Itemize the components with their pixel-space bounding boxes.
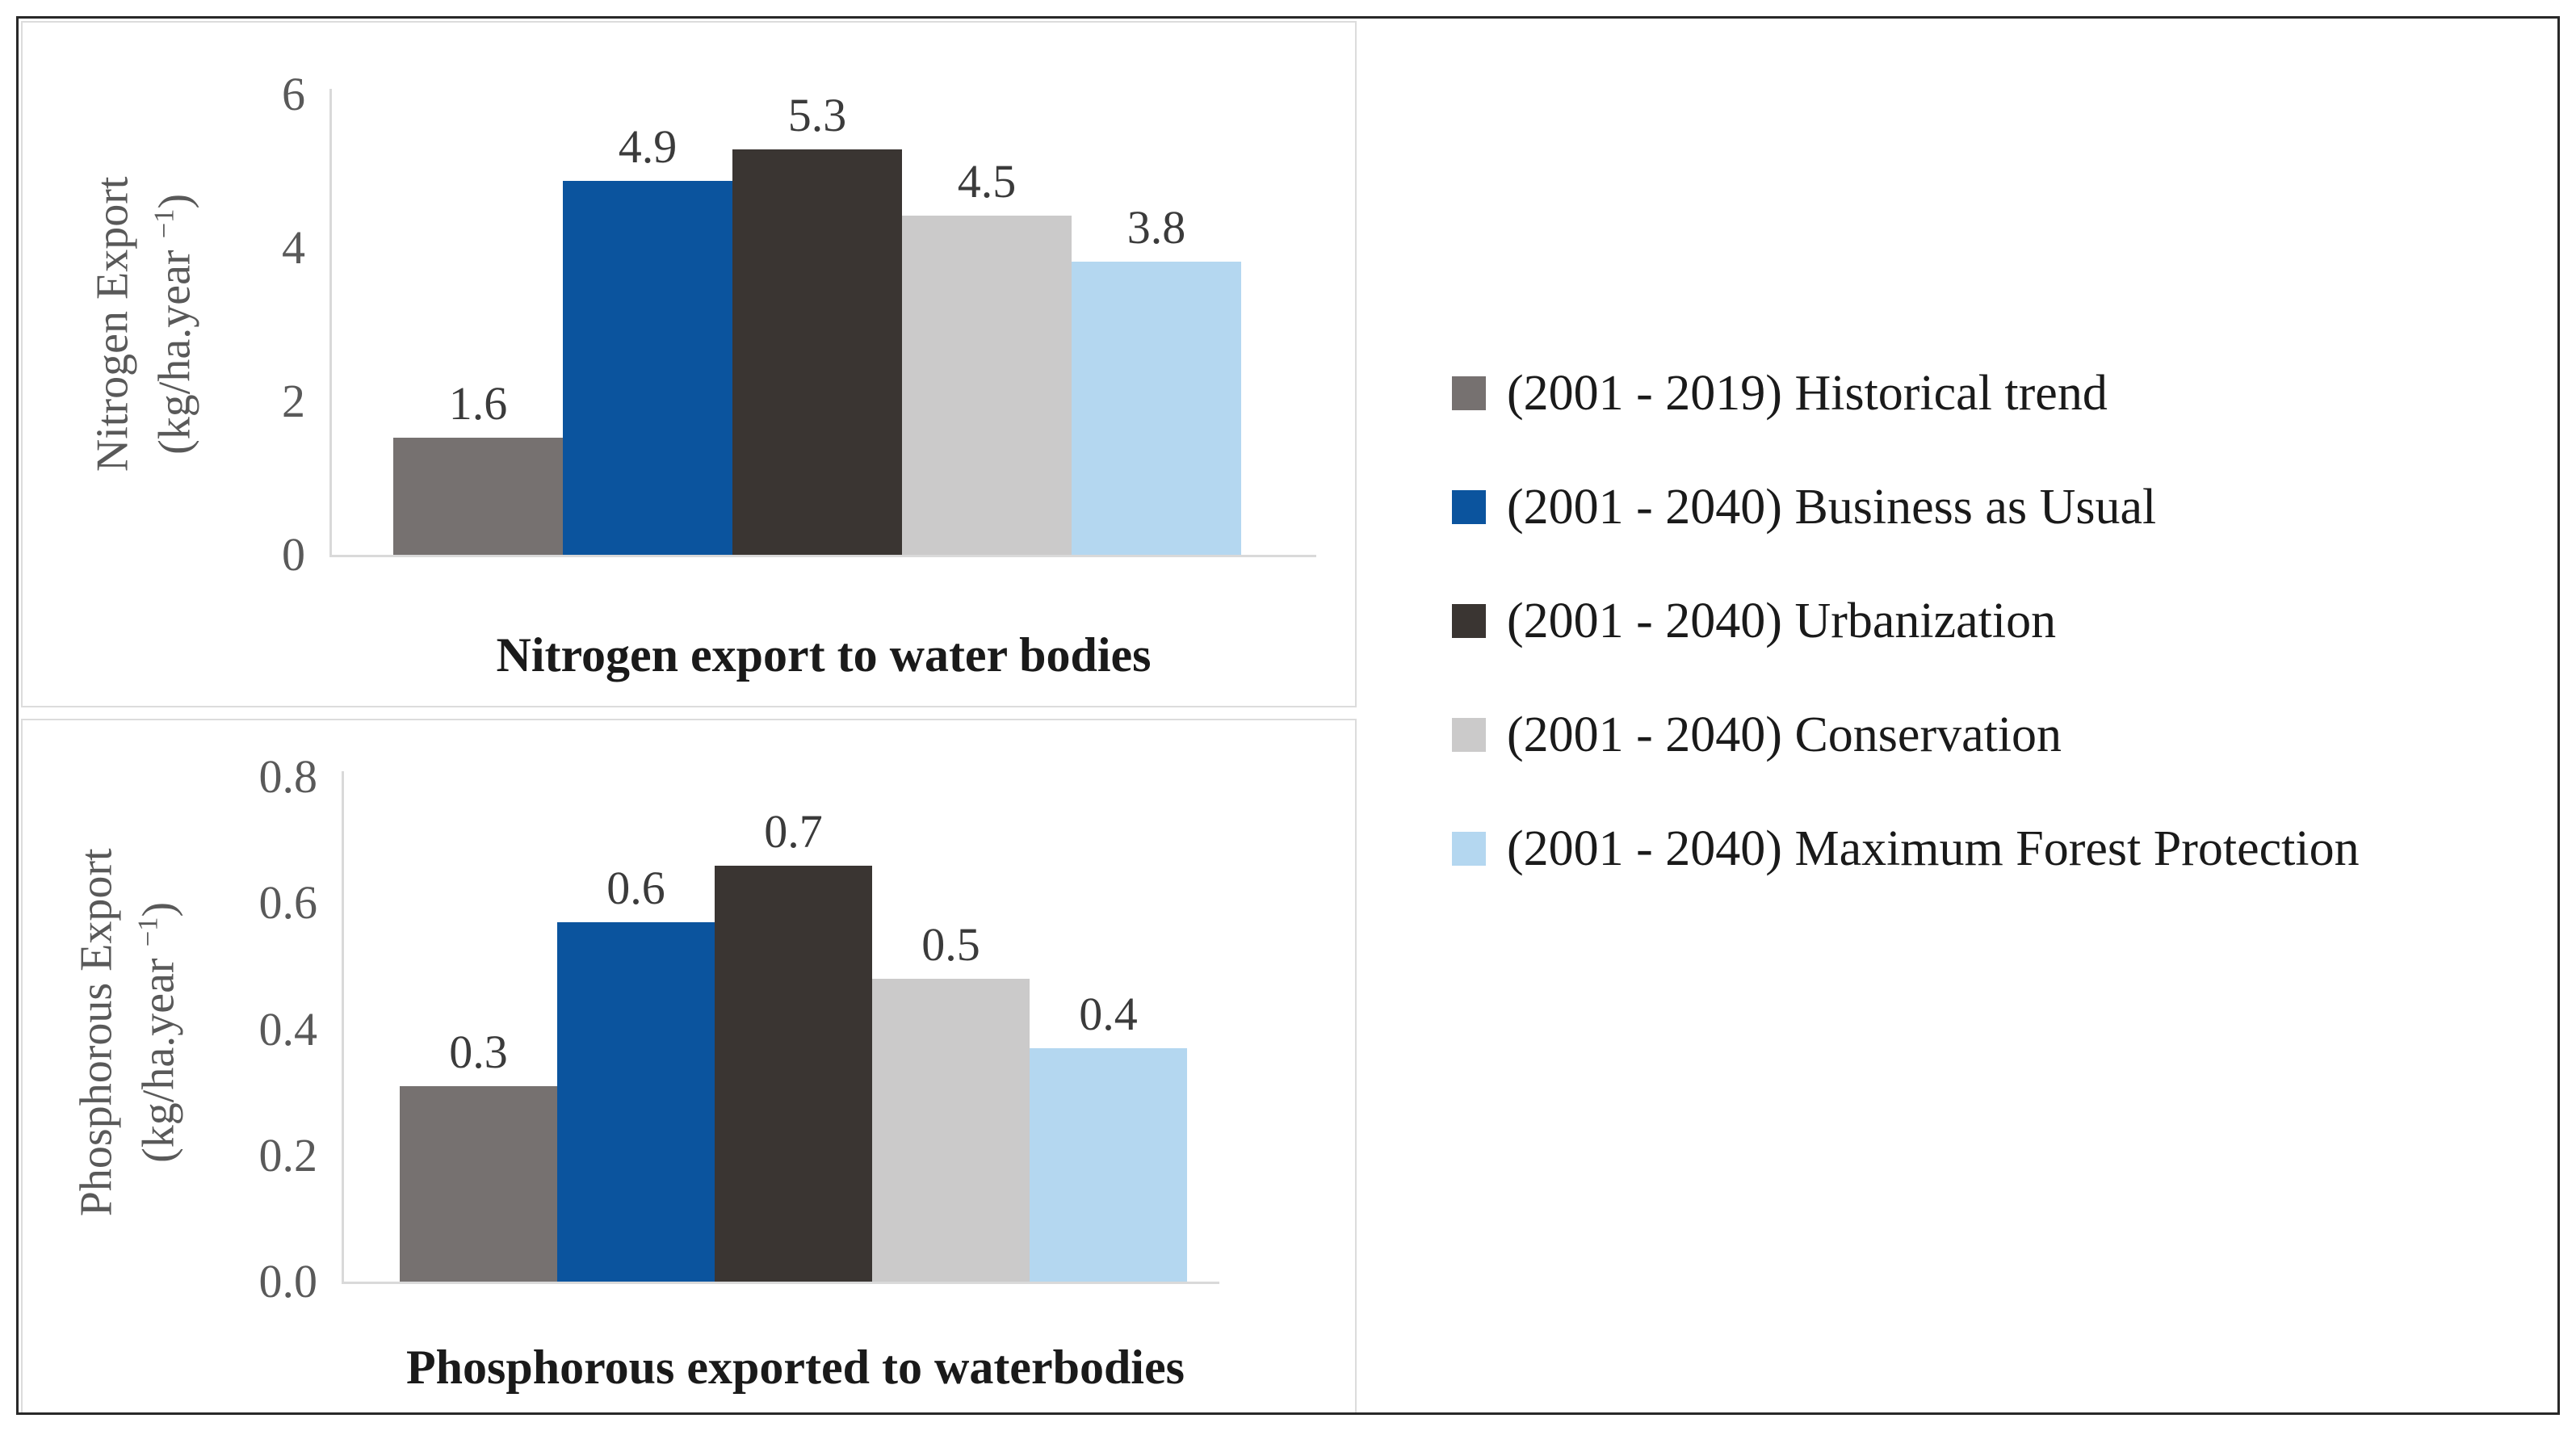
y-axis-title-line2: (kg/ha.year −1) [148, 193, 200, 455]
bar-3 [715, 866, 872, 1282]
bar-2 [557, 922, 715, 1282]
y-tick-label: 0.2 [258, 1128, 318, 1181]
bar-value-label: 0.5 [921, 918, 980, 971]
legend-label: (2001 - 2040) Business as Usual [1507, 480, 2157, 535]
y-tick-label: 0.6 [258, 876, 318, 930]
square-swatch-icon [1452, 718, 1486, 752]
bar-value-label: 0.7 [764, 805, 823, 858]
nitrogen-y-axis-title: Nitrogen Export (kg/ha.year −1) [87, 73, 201, 574]
bar-4 [872, 979, 1030, 1282]
legend-label: (2001 - 2019) Historical trend [1507, 366, 2108, 421]
bar-1 [393, 438, 563, 555]
bar-value-label: 4.9 [618, 120, 678, 173]
bar-value-label: 1.6 [448, 377, 508, 430]
bar-value-label: 5.3 [787, 89, 847, 141]
y-tick-label: 0 [282, 528, 305, 581]
bar-2 [563, 181, 732, 555]
y-tick-label: 0.0 [258, 1255, 318, 1307]
y-axis-title-line1: Phosphorous Export [71, 848, 122, 1217]
legend-label: (2001 - 2040) Conservation [1507, 707, 2062, 762]
phosphorous-y-axis-title: Phosphorous Export (kg/ha.year −1) [71, 782, 185, 1282]
y-tick-label: 4 [282, 221, 305, 274]
legend-item: (2001 - 2040) Business as Usual [1452, 482, 2360, 532]
x-axis-line [342, 1282, 1219, 1284]
nitrogen-chart-title: Nitrogen export to water bodies [496, 628, 1152, 682]
y-tick-label: 2 [282, 375, 305, 427]
bar-5 [1030, 1048, 1187, 1282]
y-tick-label: 6 [282, 68, 305, 120]
x-axis-line [329, 555, 1316, 557]
square-swatch-icon [1452, 604, 1486, 638]
y-tick-label: 0.8 [258, 750, 318, 804]
bar-3 [732, 149, 902, 555]
y-axis-title-line2: (kg/ha.year −1) [132, 901, 184, 1163]
y-axis-line [342, 771, 344, 1284]
legend-item: (2001 - 2019) Historical trend [1452, 368, 2360, 418]
superscript-exponent: −1 [148, 208, 180, 239]
superscript-exponent: −1 [132, 917, 164, 947]
square-swatch-icon [1452, 832, 1486, 866]
legend-label: (2001 - 2040) Maximum Forest Protection [1507, 821, 2360, 876]
bar-value-label: 3.8 [1126, 201, 1186, 254]
bar-value-label: 4.5 [957, 155, 1017, 208]
bar-value-label: 0.4 [1079, 988, 1138, 1040]
y-axis-title-line1: Nitrogen Export [87, 176, 138, 472]
bar-4 [902, 216, 1072, 555]
legend-item: (2001 - 2040) Conservation [1452, 710, 2360, 760]
bar-value-label: 0.3 [449, 1026, 508, 1078]
bar-1 [400, 1086, 557, 1282]
legend-item: (2001 - 2040) Urbanization [1452, 596, 2360, 646]
phosphorous-chart-title: Phosphorous exported to waterbodies [406, 1341, 1185, 1394]
y-tick-label: 0.4 [258, 1002, 318, 1055]
legend: (2001 - 2019) Historical trend (2001 - 20… [1452, 368, 2360, 938]
bar-value-label: 0.6 [606, 862, 665, 914]
y-axis-line [329, 89, 332, 557]
bar-5 [1072, 262, 1241, 555]
legend-item: (2001 - 2040) Maximum Forest Protection [1452, 824, 2360, 874]
square-swatch-icon [1452, 376, 1486, 410]
legend-label: (2001 - 2040) Urbanization [1507, 594, 2057, 648]
square-swatch-icon [1452, 490, 1486, 524]
